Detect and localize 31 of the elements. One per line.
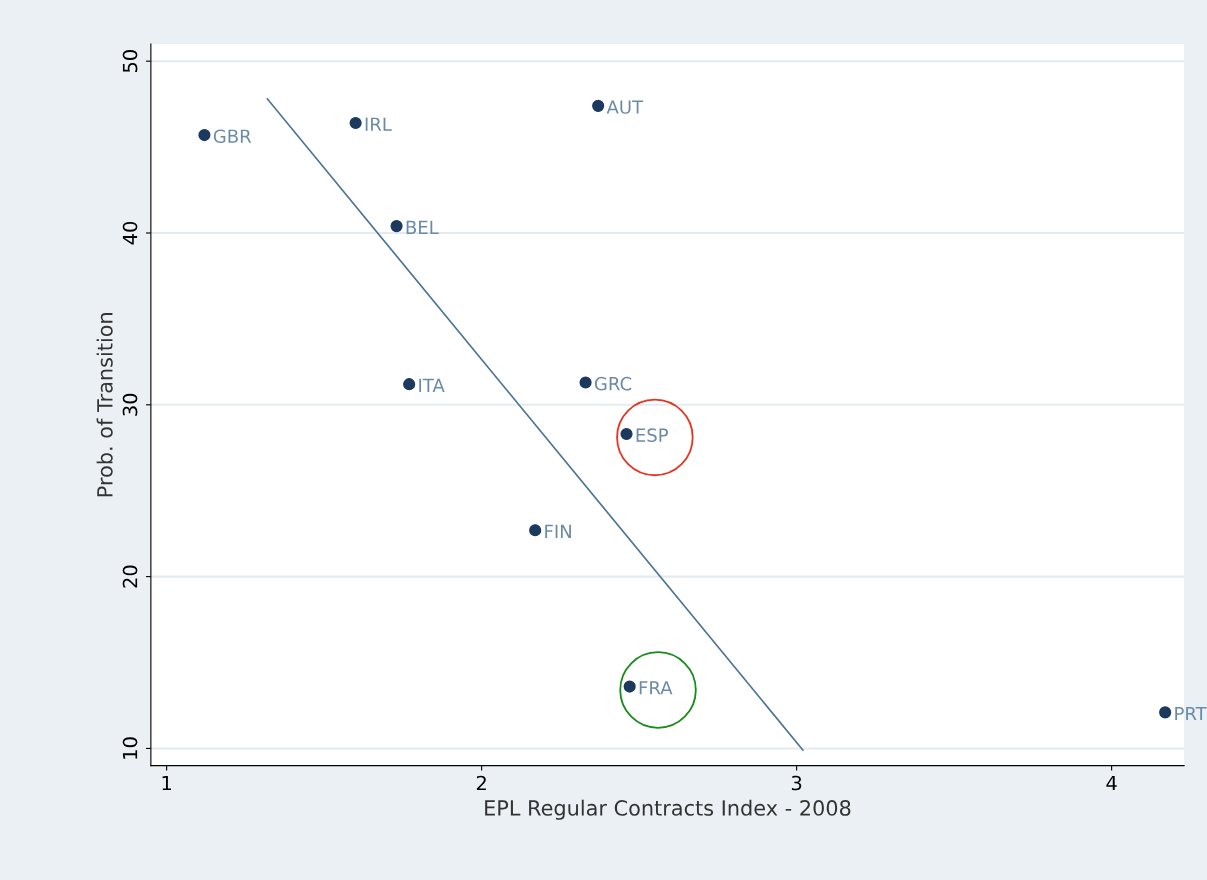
point xyxy=(529,524,542,537)
x-tick-label: 2 xyxy=(476,775,486,791)
data-label: GBR xyxy=(213,129,252,144)
y-axis-title: Prob. of Transition xyxy=(96,313,113,497)
x-tick-label: 4 xyxy=(1106,775,1117,791)
y-tick-label: 50 xyxy=(122,50,138,73)
point xyxy=(579,376,592,389)
y-tick-label: 20 xyxy=(122,565,138,588)
point xyxy=(403,378,416,391)
data-label: ITA xyxy=(419,378,445,392)
data-label: GRC xyxy=(594,376,632,391)
x-tick-label: 1 xyxy=(162,775,172,791)
y-tick-label: 30 xyxy=(122,393,138,416)
point xyxy=(623,680,636,693)
point xyxy=(620,427,633,441)
point xyxy=(390,220,403,233)
point xyxy=(349,116,362,130)
x-axis-title: EPL Regular Contracts Index - 2008 xyxy=(485,799,851,820)
y-tick-label: 10 xyxy=(122,737,138,759)
y-tick-label: 40 xyxy=(122,221,138,245)
data-label: PRT xyxy=(1175,706,1207,721)
data-label: IRL xyxy=(365,117,392,131)
data-label: FIN xyxy=(545,524,571,538)
point xyxy=(592,99,605,112)
data-label: BEL xyxy=(406,220,439,234)
point xyxy=(1159,706,1172,719)
data-label: FRA xyxy=(639,681,673,695)
point xyxy=(198,128,211,142)
data-label: AUT xyxy=(606,100,644,114)
data-label: ESP xyxy=(636,428,668,443)
x-tick-label: 3 xyxy=(791,775,802,791)
